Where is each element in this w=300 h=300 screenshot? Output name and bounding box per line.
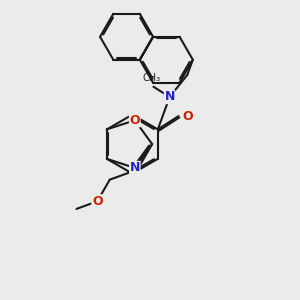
Text: CH₃: CH₃ bbox=[143, 73, 161, 83]
Text: N: N bbox=[130, 161, 140, 174]
Text: N: N bbox=[164, 91, 175, 103]
Text: O: O bbox=[92, 195, 103, 208]
Text: O: O bbox=[182, 110, 193, 123]
Text: O: O bbox=[130, 114, 140, 127]
